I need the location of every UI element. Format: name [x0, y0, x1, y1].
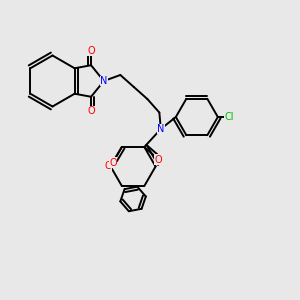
Text: O: O	[109, 158, 117, 168]
Text: Cl: Cl	[224, 112, 234, 122]
Text: N: N	[100, 76, 107, 86]
Text: O: O	[87, 46, 95, 56]
Text: O: O	[87, 106, 95, 116]
Text: N: N	[157, 124, 164, 134]
Text: O: O	[154, 155, 162, 165]
Text: O: O	[104, 161, 112, 172]
